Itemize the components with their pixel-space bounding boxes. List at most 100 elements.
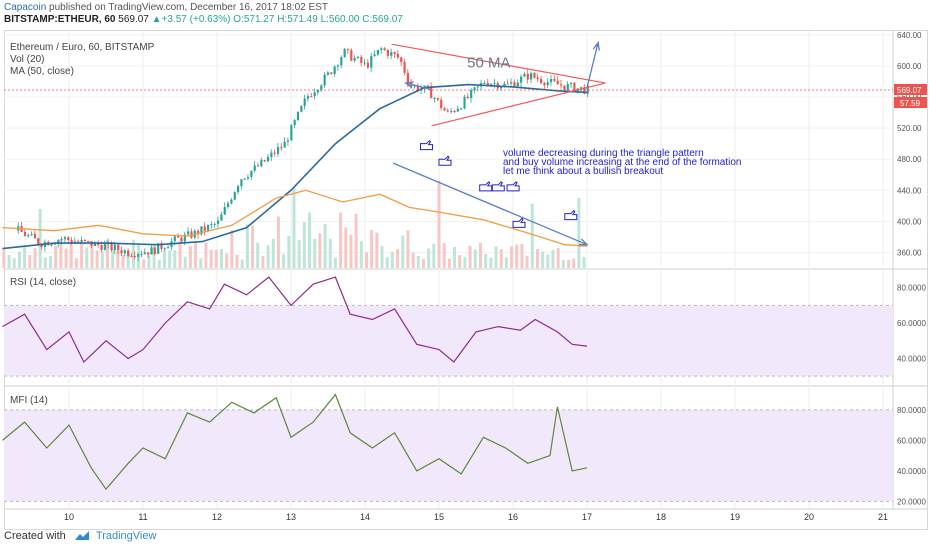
candle-body — [380, 48, 383, 50]
candle-body — [293, 120, 296, 126]
volume-bar — [225, 253, 229, 268]
candle-body — [260, 160, 263, 167]
triangle-lower-line — [431, 82, 606, 127]
candle-body — [217, 220, 220, 224]
volume-ma-line — [2, 189, 588, 247]
volume-bar — [297, 240, 301, 268]
volume-bar — [541, 251, 545, 268]
volume-bar — [287, 236, 291, 268]
y-tick-label: 640.00 — [897, 31, 922, 40]
volume-bar — [126, 254, 130, 268]
candle-body — [280, 147, 283, 149]
volume-bar — [209, 249, 213, 268]
volume-bar — [375, 232, 379, 268]
volume-bar — [251, 225, 255, 268]
candle-body — [240, 179, 243, 187]
candle-body — [250, 170, 253, 177]
ma-pointer-arrow — [405, 82, 431, 90]
note-line-3: let me think about a bullish breakout — [503, 166, 664, 177]
volume-bar — [478, 242, 482, 268]
volume-bar — [567, 259, 571, 268]
candle-body — [360, 56, 363, 63]
volume-bar — [142, 259, 146, 268]
candle-body — [383, 48, 386, 51]
ma-annotation-label: 50 MA — [467, 55, 510, 72]
volume-bar — [556, 248, 560, 268]
candle-body — [207, 225, 210, 231]
triangle-upper-line — [391, 43, 606, 84]
note-line-1: volume decreasing during the triangle pa… — [503, 148, 704, 159]
footer: Created with TradingView — [4, 530, 156, 542]
volume-bar — [173, 250, 177, 268]
volume-bar — [349, 234, 353, 268]
candle-body — [456, 108, 459, 112]
candle-body — [333, 66, 336, 74]
candle-body — [187, 231, 190, 235]
breakout-arrow — [586, 42, 599, 88]
candle-body — [57, 240, 60, 244]
candle-body — [460, 108, 463, 110]
mfi-y-tick: 80.0000 — [897, 406, 926, 415]
candle-body — [476, 86, 479, 88]
candle-body — [446, 110, 449, 112]
x-tick-label: 12 — [212, 512, 222, 522]
rsi-y-tick: 80.0000 — [897, 284, 926, 293]
candle-body — [473, 87, 476, 91]
volume-bar — [354, 213, 358, 268]
tradingview-brand[interactable]: TradingView — [95, 530, 157, 542]
candle-body — [233, 192, 236, 200]
candle-body — [390, 52, 393, 56]
candle-body — [583, 87, 586, 94]
candle-body — [356, 56, 360, 59]
published-text: published on TradingView.com, December 1… — [49, 2, 328, 13]
volume-bar — [577, 197, 581, 268]
candle-body — [490, 84, 493, 86]
last-price-label: 569.07 — [118, 14, 149, 25]
publish-line: Capacoin published on TradingView.com, D… — [4, 2, 328, 13]
ma-50-line — [2, 83, 588, 250]
mfi-band — [4, 409, 893, 502]
candle-body — [553, 79, 556, 81]
tradingview-logo-icon — [74, 531, 89, 541]
candle-body — [33, 233, 37, 239]
candle-body — [147, 252, 150, 255]
volume-bar — [510, 246, 514, 268]
candle-body — [343, 48, 346, 58]
x-tick-label: 17 — [582, 512, 592, 522]
candle-body — [200, 226, 203, 235]
volume-bar — [245, 224, 249, 268]
volume-bar — [49, 256, 53, 268]
symbol-label: BITSTAMP:ETHEUR, 60 — [4, 14, 116, 25]
volume-bar — [365, 252, 368, 268]
candle-body — [393, 52, 396, 54]
y-tick-label: 600.00 — [897, 62, 922, 71]
candle-body — [366, 62, 370, 68]
volume-bar — [525, 255, 529, 268]
candle-body — [153, 247, 156, 254]
volume-bar — [116, 250, 120, 268]
candle-body — [353, 58, 356, 61]
change-label: +3.57 (+0.63%) — [161, 14, 231, 25]
candle-body — [130, 255, 133, 257]
volume-bar — [411, 252, 415, 268]
x-tick-label: 18 — [656, 512, 666, 522]
volume-bar — [572, 258, 576, 268]
candle-body — [503, 83, 506, 87]
candle-body — [283, 141, 286, 148]
candle-body — [63, 237, 67, 240]
candle-body — [523, 73, 526, 77]
candle-body — [440, 99, 443, 109]
hand-pointer-icon — [420, 139, 433, 151]
x-tick-label: 20 — [804, 512, 814, 522]
volume-bar — [468, 245, 472, 268]
author-link[interactable]: Capacoin — [4, 2, 47, 13]
candle-body — [543, 82, 546, 86]
candle-body — [183, 234, 186, 242]
candle-body — [320, 85, 323, 91]
candle-body — [93, 242, 96, 247]
note-line-2: and buy volume increasing at the end of … — [503, 157, 742, 168]
last-price-badge — [894, 84, 927, 96]
candle-body — [346, 48, 350, 51]
y-tick-label: 360.00 — [897, 248, 922, 257]
